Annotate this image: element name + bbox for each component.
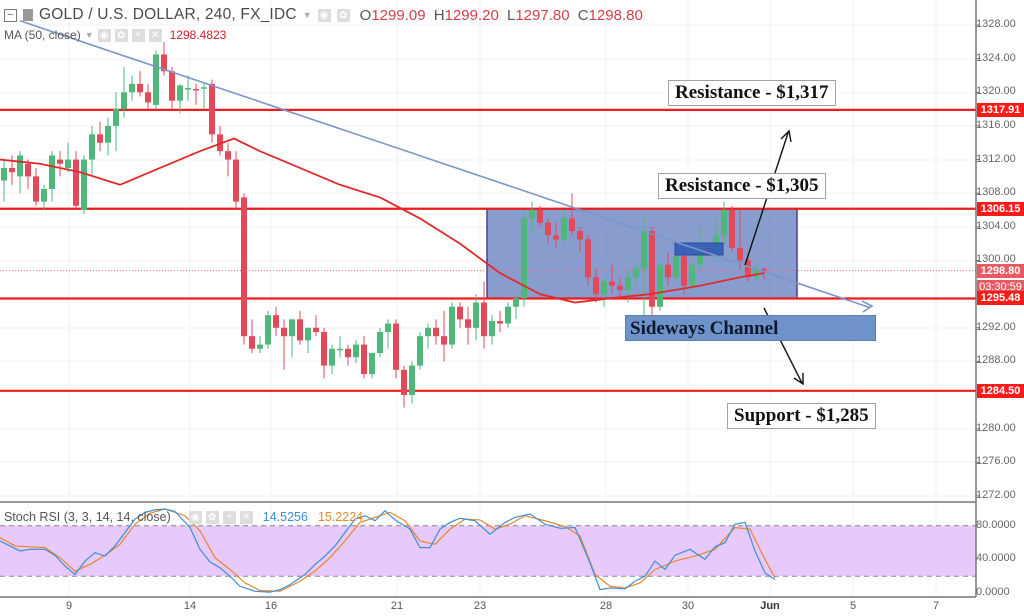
time-tick: 21	[390, 600, 404, 612]
stoch-d-value: 15.2224	[317, 510, 364, 524]
price-badge: 1295.48	[977, 291, 1024, 306]
axes	[0, 0, 980, 598]
time-tick: 28	[599, 600, 613, 612]
price-tick: 1308.00	[976, 186, 1016, 199]
stoch-k-value: 14.5256	[262, 510, 308, 524]
price-badge: 1306.15	[977, 201, 1024, 216]
trendline[interactable]	[19, 20, 874, 313]
time-tick: 7	[932, 600, 940, 612]
price-tick: 1316.00	[976, 118, 1016, 131]
plus-icon[interactable]: +	[131, 28, 145, 42]
price-badge: 1284.50	[977, 383, 1024, 398]
close-icon[interactable]: ✕	[148, 28, 162, 42]
price-tick: 1328.00	[976, 18, 1016, 30]
high-value: 1299.20	[444, 6, 499, 24]
time-tick: 5	[849, 600, 857, 612]
time-tick: 23	[473, 600, 487, 612]
price-tick: 1304.00	[976, 219, 1016, 232]
eye-icon[interactable]: ◉	[188, 510, 202, 524]
price-badge: 1317.91	[977, 102, 1024, 117]
price-badge: 1298.80	[977, 263, 1024, 278]
eye-icon[interactable]: ◉	[317, 8, 331, 22]
close-value: 1298.80	[588, 6, 643, 24]
stoch-label[interactable]: Stoch RSI (3, 3, 14, 14, close)	[4, 510, 171, 524]
support-1285-label[interactable]: Support - $1,285	[727, 403, 876, 429]
stoch-rsi-panel	[0, 501, 976, 593]
time-tick: Jun	[760, 600, 780, 612]
price-tick: 1292.00	[976, 320, 1016, 333]
collapse-icon[interactable]: –	[4, 8, 17, 22]
low-value: 1297.80	[515, 6, 570, 24]
ma-label[interactable]: MA (50, close)	[4, 28, 81, 42]
plus-icon[interactable]: +	[222, 510, 236, 524]
price-tick: 1320.00	[976, 85, 1016, 98]
chevron-down-icon[interactable]: ▼	[84, 30, 94, 40]
open-label: O	[359, 6, 372, 24]
gear-icon[interactable]: ✿	[205, 510, 219, 524]
resistance-1305-label[interactable]: Resistance - $1,305	[658, 173, 826, 199]
eye-icon[interactable]: ◉	[97, 28, 111, 42]
price-tick: 1272.00	[976, 488, 1016, 501]
horizontal-levels[interactable]	[0, 108, 976, 392]
open-value: 1299.09	[371, 6, 426, 24]
price-tick: 1276.00	[976, 455, 1016, 468]
gear-icon[interactable]: ✿	[114, 28, 128, 42]
chart-header: – GOLD / U.S. DOLLAR, 240, FX_IDC ▼ ◉ ✿ …	[4, 6, 643, 24]
price-tick: 1324.00	[976, 51, 1016, 64]
stoch-tick: 0.0000	[976, 586, 1010, 598]
price-tick: 1312.00	[976, 152, 1016, 165]
ma-value: 1298.4823	[169, 28, 227, 42]
resistance-1317-label[interactable]: Resistance - $1,317	[668, 80, 836, 106]
time-tick: 14	[183, 600, 197, 612]
sideways-channel-label[interactable]: Sideways Channel	[625, 315, 876, 341]
ma-line	[0, 137, 765, 304]
ma-legend: MA (50, close) ▼ ◉ ✿ + ✕ 1298.4823	[4, 28, 226, 42]
time-tick: 9	[65, 600, 73, 612]
stoch-legend: Stoch RSI (3, 3, 14, 14, close) ◉ ✿ + ✕ …	[4, 510, 363, 524]
ohlc-values: O1299.09 H1299.20 L1297.80 C1298.80	[356, 7, 643, 24]
price-tick: 1288.00	[976, 354, 1016, 367]
flag-icon[interactable]	[23, 9, 33, 21]
close-icon[interactable]: ✕	[239, 510, 253, 524]
time-tick: 30	[681, 600, 695, 612]
price-badge: 03:30:59	[977, 279, 1024, 294]
low-label: L	[506, 6, 516, 24]
high-label: H	[433, 6, 445, 24]
time-tick: 16	[264, 600, 278, 612]
stoch-tick: 80.0000	[976, 518, 1016, 531]
price-tick: 1300.00	[976, 253, 1016, 266]
gear-icon[interactable]: ✿	[336, 8, 350, 22]
stoch-tick: 40.0000	[976, 552, 1016, 565]
price-tick: 1280.00	[976, 421, 1016, 434]
chevron-down-icon[interactable]: ▼	[302, 10, 312, 20]
symbol-title[interactable]: GOLD / U.S. DOLLAR, 240, FX_IDC	[39, 6, 297, 23]
close-label: C	[577, 6, 589, 24]
